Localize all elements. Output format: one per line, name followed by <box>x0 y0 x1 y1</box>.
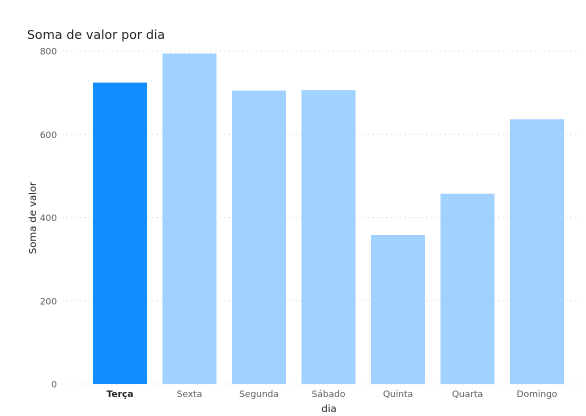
x-tick-label-Sexta: Sexta <box>177 390 202 400</box>
bar-Sábado[interactable] <box>302 90 356 384</box>
bar-Sexta[interactable] <box>163 53 217 384</box>
y-axis: 0 200 400 600 800 <box>40 48 57 391</box>
y-tick-label-600: 600 <box>40 131 57 141</box>
bar-Quarta[interactable] <box>441 194 495 384</box>
y-tick-label-200: 200 <box>40 297 57 307</box>
x-tick-label-Domingo: Domingo <box>517 390 558 400</box>
bar-Segunda[interactable] <box>232 91 286 384</box>
bar-Quinta[interactable] <box>371 235 425 384</box>
y-axis-title: Soma de valor <box>28 181 39 254</box>
y-tick-label-0: 0 <box>51 381 57 391</box>
x-tick-label-Quinta: Quinta <box>383 390 413 400</box>
bar-Domingo[interactable] <box>510 119 564 384</box>
x-tick-label-Terça: Terça <box>107 390 134 400</box>
x-axis: Terça Sexta Segunda Sábado Quinta Quarta Domin… <box>107 390 558 400</box>
x-axis-title: dia <box>321 404 336 415</box>
x-tick-label-Segunda: Segunda <box>239 390 279 400</box>
x-tick-label-Quarta: Quarta <box>452 390 483 400</box>
bars <box>93 53 564 384</box>
x-tick-label-Sábado: Sábado <box>312 390 346 400</box>
y-tick-label-800: 800 <box>40 48 57 58</box>
y-tick-label-400: 400 <box>40 214 57 224</box>
bar-Terça[interactable] <box>93 83 147 384</box>
